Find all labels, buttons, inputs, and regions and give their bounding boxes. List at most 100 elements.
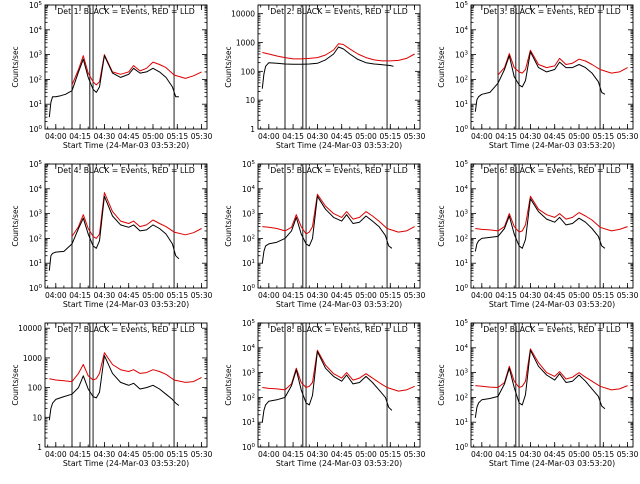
x-tick-label: 05:15 <box>166 132 188 141</box>
y-tick-label: 105 <box>455 319 469 328</box>
x-tick-label: 04:15 <box>282 450 304 459</box>
y-tick-label: 100 <box>242 443 256 452</box>
series-group <box>261 43 415 89</box>
x-tick-label: 04:30 <box>307 132 329 141</box>
y-tick-label: 103 <box>29 210 43 219</box>
x-tick-label: 04:00 <box>45 450 67 459</box>
x-tick-label: 04:00 <box>258 450 280 459</box>
y-tick-label: 102 <box>455 234 468 243</box>
y-tick-label: 100 <box>455 443 469 452</box>
y-tick-label: 102 <box>242 393 255 402</box>
series-group <box>48 54 202 118</box>
series-line-lld <box>497 49 628 76</box>
marker-lines <box>71 323 175 447</box>
x-tick-label: 04:30 <box>94 291 116 300</box>
y-tick-label: 100 <box>455 284 469 293</box>
y-tick-label: 104 <box>242 344 256 353</box>
x-tick-label: 05:15 <box>166 291 188 300</box>
panel-title: Det 9: BLACK = Events, RED = LLD <box>483 325 620 334</box>
y-axis-label: Counts/sec <box>11 205 20 246</box>
y-tick-label: 105 <box>242 319 256 328</box>
y-axis-label: Counts/sec <box>224 364 233 405</box>
y-tick-label: 104 <box>29 185 43 194</box>
x-tick-label: 05:00 <box>355 132 377 141</box>
y-tick-label: 103 <box>29 51 43 60</box>
y-tick-label: 102 <box>29 75 42 84</box>
y-tick-label: 10000 <box>231 10 255 19</box>
x-tick-label: 04:00 <box>258 291 280 300</box>
series-line-lld <box>262 43 415 62</box>
panel-title: Det 1: BLACK = Events, RED = LLD <box>57 7 194 16</box>
x-tick-label: 05:30 <box>617 132 639 141</box>
series-group <box>474 49 628 112</box>
x-tick-label: 05:15 <box>379 132 401 141</box>
y-tick-label: 104 <box>455 344 469 353</box>
y-tick-label: 1000 <box>236 39 255 48</box>
y-axis-label: Counts/sec <box>224 205 233 246</box>
plot-frame <box>470 322 634 448</box>
plot-frame <box>44 322 208 448</box>
series-line-lld <box>71 54 202 86</box>
y-tick-label: 100 <box>242 284 256 293</box>
x-tick-label: 04:15 <box>282 132 304 141</box>
marker-lines <box>497 323 601 447</box>
y-axis-label: Counts/sec <box>437 46 446 87</box>
marker-lines <box>71 5 175 129</box>
series-group <box>48 352 202 421</box>
x-tick-label: 05:30 <box>404 450 426 459</box>
panel-title: Det 4: BLACK = Events, RED = LLD <box>57 166 194 175</box>
x-tick-label: 04:00 <box>45 291 67 300</box>
x-tick-label: 04:00 <box>45 132 67 141</box>
x-tick-label: 05:15 <box>166 450 188 459</box>
panel-title: Det 5: BLACK = Events, RED = LLD <box>270 166 407 175</box>
x-tick-label: 05:00 <box>568 132 590 141</box>
y-tick-label: 104 <box>242 185 256 194</box>
x-tick-label: 04:45 <box>118 450 140 459</box>
y-tick-label: 100 <box>455 125 469 134</box>
series-line-events <box>261 195 393 264</box>
y-tick-label: 102 <box>455 75 468 84</box>
x-tick-label: 04:45 <box>544 132 566 141</box>
plot-frame <box>257 163 421 289</box>
x-tick-label: 05:15 <box>592 132 614 141</box>
y-axis-label: Counts/sec <box>224 46 233 87</box>
x-tick-label: 04:45 <box>331 291 353 300</box>
series-line-lld <box>49 352 202 383</box>
panel-det-7: 1 10 100 1000 10000 04:00 04:15 04:30 04:45 05:00… <box>11 322 213 468</box>
y-tick-label: 102 <box>242 234 255 243</box>
y-tick-label: 100 <box>28 384 43 393</box>
x-tick-label: 04:15 <box>69 450 91 459</box>
x-axis-label: Start Time (24-Mar-03 03:53:20) <box>489 300 615 309</box>
x-tick-label: 05:30 <box>404 291 426 300</box>
series-line-events <box>48 55 179 118</box>
plot-frame <box>470 4 634 130</box>
y-tick-label: 101 <box>455 100 468 109</box>
y-tick-label: 105 <box>29 160 43 169</box>
series-line-lld <box>262 349 415 392</box>
series-line-lld <box>475 195 628 233</box>
x-axis-label: Start Time (24-Mar-03 03:53:20) <box>489 141 615 150</box>
x-axis-label: Start Time (24-Mar-03 03:53:20) <box>276 300 402 309</box>
y-tick-label: 105 <box>455 1 469 10</box>
y-tick-label: 101 <box>242 259 255 268</box>
x-tick-label: 04:30 <box>94 450 116 459</box>
panel-title: Det 8: BLACK = Events, RED = LLD <box>270 325 407 334</box>
panel-title: Det 6: BLACK = Events, RED = LLD <box>483 166 620 175</box>
x-tick-label: 05:30 <box>617 291 639 300</box>
y-tick-label: 101 <box>455 418 468 427</box>
series-line-lld <box>475 348 628 391</box>
y-tick-label: 10 <box>245 96 255 105</box>
x-tick-label: 04:45 <box>331 132 353 141</box>
series-line-events <box>261 351 393 423</box>
x-tick-label: 04:00 <box>471 291 493 300</box>
x-axis-label: Start Time (24-Mar-03 03:53:20) <box>63 141 189 150</box>
x-tick-label: 05:00 <box>142 132 164 141</box>
x-tick-label: 04:00 <box>471 132 493 141</box>
marker-lines <box>284 164 388 288</box>
series-group <box>261 193 415 264</box>
